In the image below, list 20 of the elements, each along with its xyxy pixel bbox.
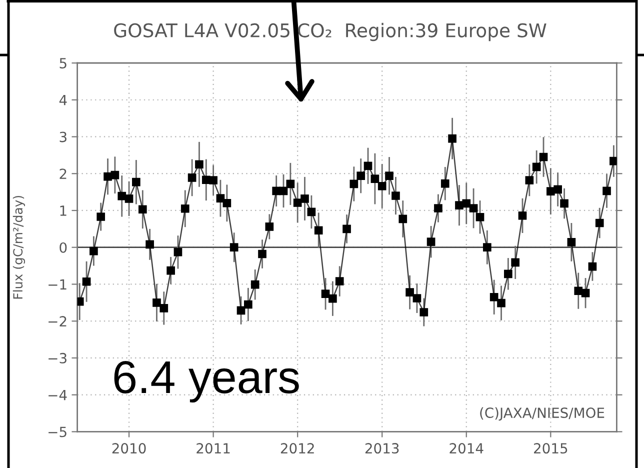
- y-tick-label: 3: [60, 132, 66, 142]
- y-tick-label: 1: [60, 206, 66, 216]
- y-tick-label: −5: [48, 426, 66, 438]
- y-tick-label: −1: [48, 279, 66, 290]
- x-tick-label: 2015: [534, 443, 568, 454]
- y-axis-title: Flux (gC/m²/day): [12, 196, 25, 299]
- x-tick-label: 2012: [280, 443, 314, 454]
- y-tick-label: −2: [48, 316, 66, 326]
- x-tick-label: 2010: [112, 443, 146, 454]
- y-tick-label: −4: [48, 390, 67, 400]
- y-tick-label: 0: [60, 242, 67, 253]
- y-tick-label: 2: [60, 168, 66, 179]
- annotation: 6.4 years: [114, 360, 299, 403]
- y-tick-label: −3: [48, 352, 66, 364]
- x-tick-label: 2011: [196, 443, 230, 454]
- y-tick-label: 5: [60, 58, 66, 68]
- y-tick-label: 4: [59, 95, 67, 106]
- x-tick-label: 2013: [365, 443, 399, 454]
- x-tick-label: 2014: [450, 443, 484, 454]
- annotation: (C)JAXA/NIES/MOE: [480, 407, 604, 421]
